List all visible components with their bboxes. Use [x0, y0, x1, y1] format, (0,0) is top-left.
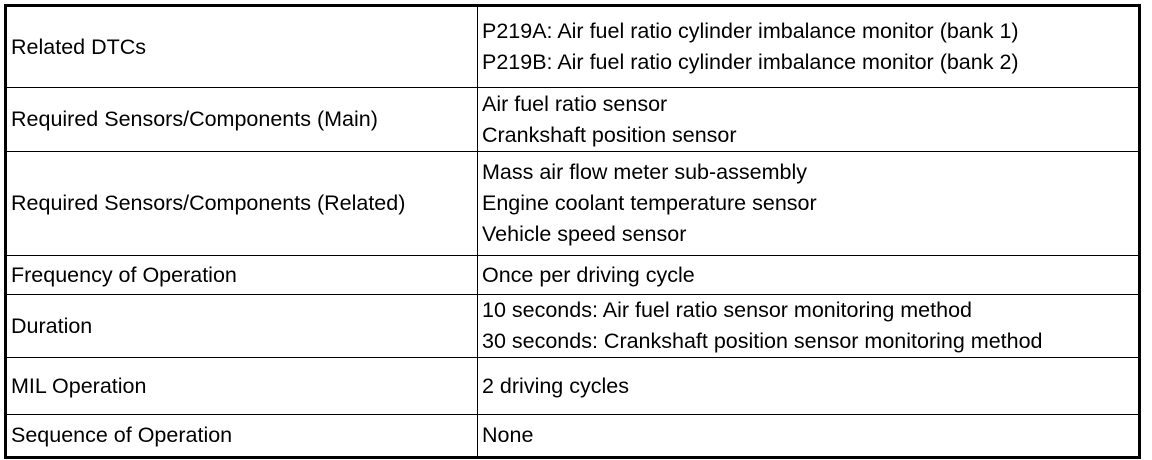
value-line: 30 seconds: Crankshaft position sensor m… — [482, 329, 1043, 353]
table-row: Required Sensors/Components (Related) Mas… — [5, 151, 1140, 256]
value-line: 10 seconds: Air fuel ratio sensor monito… — [482, 298, 972, 322]
row-label: Sequence of Operation — [5, 414, 478, 458]
value-line: None — [482, 423, 534, 447]
value-line: Crankshaft position sensor — [482, 122, 737, 147]
value-line: Engine coolant temperature sensor — [482, 191, 817, 215]
row-label: Duration — [5, 294, 478, 358]
row-label: Related DTCs — [5, 5, 478, 88]
table-row: Required Sensors/Components (Main) Air fu… — [5, 87, 1140, 152]
table-row: MIL Operation 2 driving cycles — [5, 357, 1140, 415]
row-label: Frequency of Operation — [5, 255, 478, 295]
row-value: None — [477, 414, 1140, 458]
table-row: Sequence of Operation None — [5, 414, 1140, 458]
value-line: P219A: Air fuel ratio cylinder imbalance… — [482, 19, 1019, 43]
value-line: Once per driving cycle — [482, 262, 695, 287]
spec-table: Related DTCs P219A: Air fuel ratio cylind… — [4, 4, 1141, 459]
value-line: P219B: Air fuel ratio cylinder imbalance… — [482, 50, 1019, 74]
row-value: P219A: Air fuel ratio cylinder imbalance… — [477, 5, 1140, 88]
value-line: Air fuel ratio sensor — [482, 91, 668, 116]
row-value: Mass air flow meter sub-assembly Engine c… — [477, 151, 1140, 256]
row-value: 2 driving cycles — [477, 357, 1140, 415]
value-line: 2 driving cycles — [482, 373, 629, 398]
value-line: Mass air flow meter sub-assembly — [482, 160, 807, 184]
value-line: Vehicle speed sensor — [482, 222, 687, 246]
table-body: Related DTCs P219A: Air fuel ratio cylind… — [5, 5, 1140, 458]
table-row: Frequency of Operation Once per driving c… — [5, 255, 1140, 295]
table-row: Duration 10 seconds: Air fuel ratio senso… — [5, 294, 1140, 358]
row-label: Required Sensors/Components (Main) — [5, 87, 478, 152]
table-row: Related DTCs P219A: Air fuel ratio cylind… — [5, 5, 1140, 88]
row-value: Air fuel ratio sensor Crankshaft position… — [477, 87, 1140, 152]
row-label: Required Sensors/Components (Related) — [5, 151, 478, 256]
row-value: 10 seconds: Air fuel ratio sensor monito… — [477, 294, 1140, 358]
row-label: MIL Operation — [5, 357, 478, 415]
row-value: Once per driving cycle — [477, 255, 1140, 295]
